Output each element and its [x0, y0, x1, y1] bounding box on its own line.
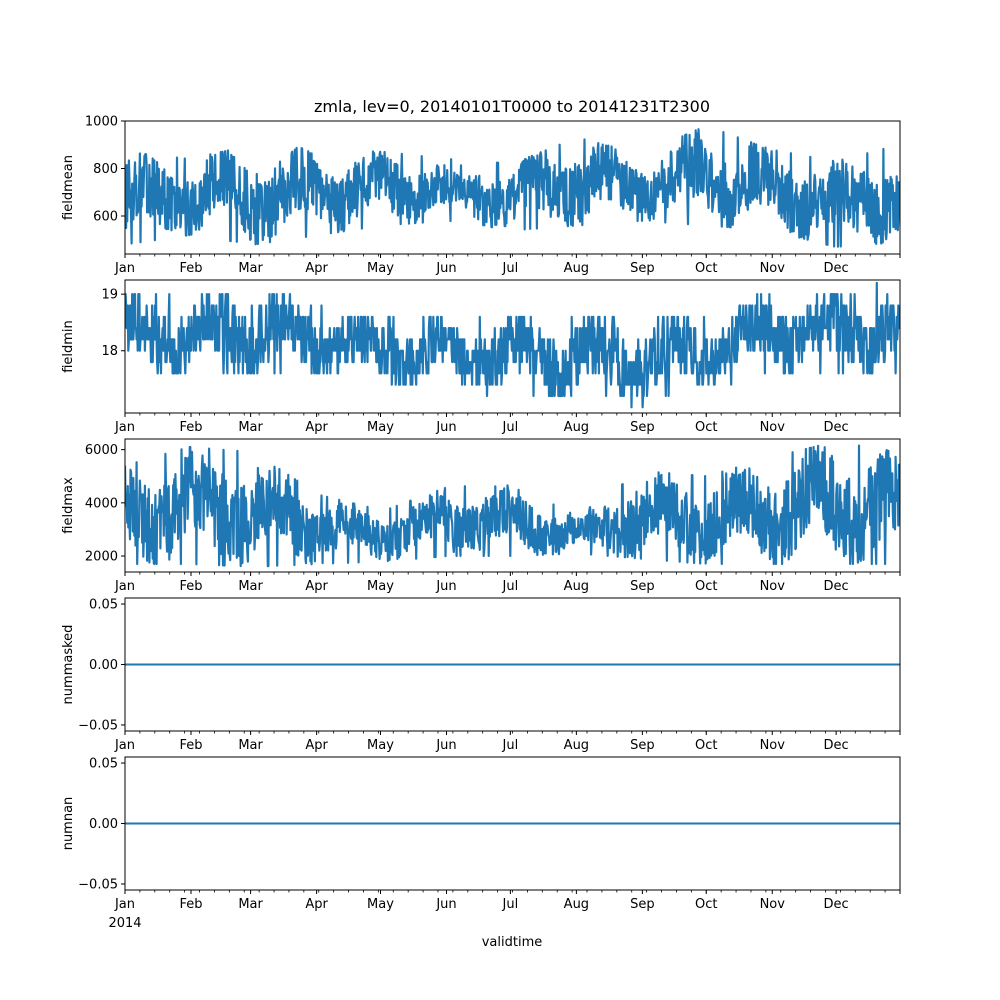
x-tick-label: May — [367, 261, 394, 276]
x-tick-label: Sep — [630, 261, 655, 276]
y-tick-label: 6000 — [85, 443, 118, 458]
x-tick-label: Jan — [114, 420, 135, 435]
x-tick-label: Jan — [114, 738, 135, 753]
x-tick-label: May — [367, 420, 394, 435]
y-tick-label: 4000 — [85, 496, 118, 511]
x-tick-label: Feb — [179, 579, 202, 594]
x-tick-label: Aug — [564, 738, 589, 753]
x-tick-label: Oct — [695, 420, 717, 435]
y-tick-label: 0.00 — [89, 658, 118, 673]
x-tick-label: Aug — [564, 420, 589, 435]
panel-fieldmean: 600 800 1000 Jan Feb Mar Apr May Jun Jul Aug Sep Oct… — [61, 115, 901, 276]
x-tick-label: Sep — [630, 897, 655, 912]
y-tick-label: 18 — [101, 344, 118, 359]
x-tick-label: Jan — [114, 261, 135, 276]
x-tick-label: Oct — [695, 738, 717, 753]
series-line — [125, 281, 900, 409]
y-axis-label: nummasked — [61, 625, 76, 705]
x-tick-label: Dec — [824, 579, 849, 594]
x-tick-label: Jun — [435, 738, 456, 753]
x-tick-label: Nov — [760, 261, 786, 276]
x-tick-label: Dec — [824, 897, 849, 912]
x-tick-label: Aug — [564, 579, 589, 594]
year-label: 2014 — [108, 916, 141, 931]
x-tick-label: Sep — [630, 738, 655, 753]
panels: 600 800 1000 Jan Feb Mar Apr May Jun Jul Aug Sep Oct… — [61, 115, 901, 912]
x-tick-label: Feb — [179, 738, 202, 753]
y-tick-label: 19 — [101, 288, 118, 303]
x-tick-label: Dec — [824, 261, 849, 276]
x-tick-label: Feb — [179, 897, 202, 912]
x-tick-label: Jul — [502, 261, 519, 276]
y-axis-label: fieldmax — [61, 477, 76, 534]
x-tick-label: Dec — [824, 420, 849, 435]
x-tick-label: Apr — [305, 579, 328, 594]
x-tick-label: Jun — [435, 261, 456, 276]
series-line — [125, 444, 900, 568]
x-tick-label: Nov — [760, 420, 786, 435]
panel-fieldmax: 2000 4000 6000 Jan Feb Mar Apr May Jun Jul Aug Sep O… — [61, 438, 901, 594]
x-tick-label: Apr — [305, 420, 328, 435]
x-tick-label: Nov — [760, 897, 786, 912]
x-tick-label: Jun — [435, 897, 456, 912]
x-tick-label: May — [367, 579, 394, 594]
y-tick-label: 1000 — [85, 115, 118, 130]
x-tick-label: Jul — [502, 579, 519, 594]
x-tick-label: May — [367, 738, 394, 753]
y-tick-label: 600 — [93, 210, 118, 225]
figure-title: zmla, lev=0, 20140101T0000 to 20141231T2… — [314, 97, 710, 116]
x-tick-label: Oct — [695, 261, 717, 276]
x-tick-label: Oct — [695, 579, 717, 594]
x-tick-label: Oct — [695, 897, 717, 912]
y-tick-label: 800 — [93, 162, 118, 177]
y-tick-label: 0.05 — [89, 598, 118, 613]
series-line — [125, 128, 900, 248]
x-tick-label: Mar — [238, 579, 263, 594]
x-tick-label: Mar — [238, 261, 263, 276]
x-tick-label: Aug — [564, 261, 589, 276]
x-tick-label: Feb — [179, 261, 202, 276]
y-axis-label: numnan — [61, 797, 76, 851]
panel-fieldmin: 18 19 Jan Feb Mar Apr May Jun Jul Aug Sep Oct Nov Dec… — [61, 279, 901, 435]
panel-numnan: −0.05 0.00 0.05 Jan Feb Mar Apr May Jun Jul Aug Sep… — [61, 756, 901, 912]
x-tick-label: Jul — [502, 897, 519, 912]
x-tick-label: Dec — [824, 738, 849, 753]
x-tick-label: Apr — [305, 897, 328, 912]
x-tick-label: Apr — [305, 261, 328, 276]
x-tick-label: Feb — [179, 420, 202, 435]
y-axis-label: fieldmean — [61, 155, 76, 220]
x-tick-label: Jul — [502, 738, 519, 753]
x-tick-label: Mar — [238, 420, 263, 435]
x-tick-label: Sep — [630, 420, 655, 435]
y-tick-label: 0.05 — [89, 757, 118, 772]
y-tick-label: 2000 — [85, 550, 118, 565]
x-tick-label: Jul — [502, 420, 519, 435]
x-axis-label: validtime — [482, 935, 543, 950]
series-fieldmean — [125, 128, 900, 248]
x-tick-label: Nov — [760, 579, 786, 594]
x-tick-label: Jan — [114, 897, 135, 912]
x-tick-label: Jan — [114, 579, 135, 594]
x-tick-label: May — [367, 897, 394, 912]
x-tick-label: Jun — [435, 579, 456, 594]
x-tick-label: Apr — [305, 738, 328, 753]
x-tick-label: Mar — [238, 738, 263, 753]
y-axis-label: fieldmin — [61, 320, 76, 373]
x-tick-label: Sep — [630, 579, 655, 594]
panel-nummasked: −0.05 0.00 0.05 Jan Feb Mar Apr May Jun Jul Aug Sep… — [61, 597, 901, 753]
y-tick-label: 0.00 — [89, 817, 118, 832]
series-fieldmax — [125, 444, 900, 568]
y-tick-label: −0.05 — [78, 718, 118, 733]
x-tick-label: Nov — [760, 738, 786, 753]
x-tick-label: Jun — [435, 420, 456, 435]
x-tick-label: Mar — [238, 897, 263, 912]
x-tick-label: Aug — [564, 897, 589, 912]
series-fieldmin — [125, 281, 900, 409]
y-tick-label: −0.05 — [78, 877, 118, 892]
